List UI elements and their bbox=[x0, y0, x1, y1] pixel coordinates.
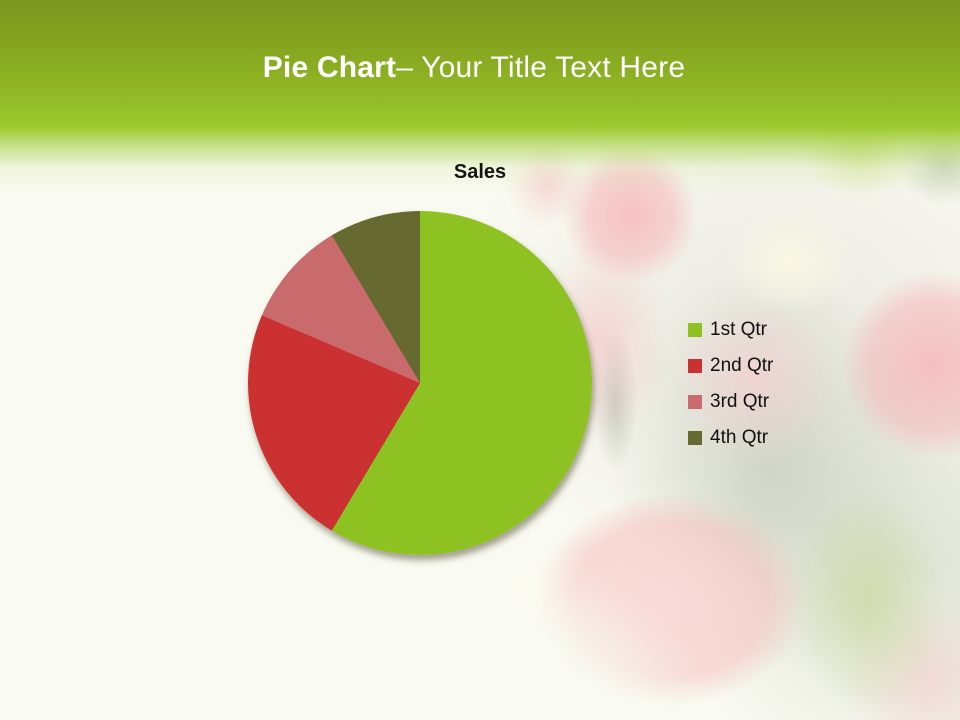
legend-swatch bbox=[688, 431, 702, 445]
green-header-band-fade bbox=[0, 127, 960, 193]
chart-legend: 1st Qtr 2nd Qtr 3rd Qtr 4th Qtr bbox=[688, 312, 773, 456]
legend-item-1st-qtr: 1st Qtr bbox=[688, 312, 773, 348]
legend-swatch bbox=[688, 359, 702, 373]
green-header-band bbox=[0, 0, 960, 127]
legend-swatch bbox=[688, 395, 702, 409]
legend-item-2nd-qtr: 2nd Qtr bbox=[688, 348, 773, 384]
pie bbox=[248, 211, 592, 555]
slide-title-bold: Pie Chart bbox=[262, 51, 397, 84]
legend-label: 4th Qtr bbox=[710, 427, 769, 448]
legend-item-3rd-qtr: 3rd Qtr bbox=[688, 384, 773, 420]
slide-title-rest: – Your Title Text Here bbox=[396, 51, 686, 84]
legend-label: 1st Qtr bbox=[710, 319, 768, 340]
legend-label: 3rd Qtr bbox=[710, 391, 770, 412]
legend-label: 2nd Qtr bbox=[710, 355, 774, 376]
slide-title: Pie Chart– Your Title Text Here bbox=[0, 48, 948, 88]
legend-item-4th-qtr: 4th Qtr bbox=[688, 420, 773, 456]
legend-swatch bbox=[688, 323, 702, 337]
chart-title: Sales bbox=[453, 161, 507, 183]
